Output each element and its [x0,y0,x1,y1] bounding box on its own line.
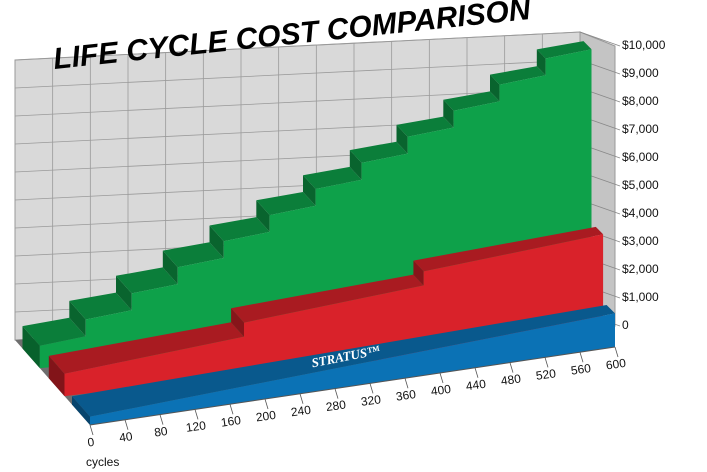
ribbon-top [231,274,424,323]
x-tick-label: 0 [87,435,96,450]
ribbon-riser [490,74,500,102]
x-axis [89,346,616,426]
y-tick-label: $5,000 [622,178,659,192]
x-tick [124,419,129,430]
ribbon-riser [162,250,178,285]
x-tick [334,388,339,399]
ribbon-riser [536,49,546,76]
y-tick-label: $7,000 [622,122,659,136]
x-tick-label: 280 [325,397,347,414]
x-tick-label: 400 [430,382,452,399]
x-tick [404,378,409,389]
ribbon-top [69,292,132,320]
x-tick-label: 80 [153,424,168,440]
x-tick-label: 120 [185,418,207,435]
ribbon-riser [69,300,86,337]
ribbon-top [490,66,546,85]
y-tick-label: $4,000 [622,206,659,220]
x-tick [579,352,584,363]
x-tick [544,357,549,368]
x-tick [299,393,304,404]
ribbon-top [536,41,592,59]
x-tick-label: 360 [395,387,417,404]
ribbon-top [443,91,500,111]
ribbon-end [22,326,40,369]
ribbon-riser [303,175,316,206]
ribbon-top [209,217,270,242]
ribbon-riser [396,124,408,154]
ribbon-riser [256,200,270,232]
y-tick-label: $10,000 [622,38,666,52]
x-tick [509,362,514,373]
x-tick-label: 200 [255,408,277,425]
x-tick-label: 600 [605,356,627,373]
y-tick-label: $6,000 [622,150,659,164]
x-tick-label: 40 [118,429,133,445]
ribbon-riser [349,150,362,180]
y-tick-label: $1,000 [622,290,659,304]
grid-line [14,31,581,61]
ribbon-riser [443,99,454,128]
x-tick [194,409,199,420]
ribbon-riser [231,308,244,337]
ribbon-top [72,305,615,417]
y-tick-label: $9,000 [622,66,659,80]
y-tick [579,31,621,47]
ribbon-top [162,242,224,268]
x-tick [264,398,269,410]
ribbon-top [256,192,316,216]
x-tick [229,404,234,415]
y-tick-label: $8,000 [622,94,659,108]
x-tick-label: 440 [465,377,487,394]
ribbon-top [48,322,244,374]
ribbon-front [64,234,604,397]
x-tick-label: 560 [570,361,592,378]
y-tick-label: 0 [622,318,629,332]
x-tick [159,414,164,425]
x-tick-label: 520 [535,366,557,383]
ribbon-top [303,166,362,189]
x-tick [369,383,374,394]
ribbon-riser [116,275,132,311]
x-tick-label: 320 [360,392,382,409]
ribbon-riser [413,260,424,286]
x-tick [614,346,619,358]
y-tick-label: $2,000 [622,262,659,276]
ribbon-top [396,116,454,137]
ribbon-end [48,355,65,397]
y-tick-label: $3,000 [622,234,659,248]
ribbon-top [413,226,604,272]
ribbon-top [22,317,86,346]
grid-line [14,59,581,89]
x-tick-label: 240 [290,403,312,420]
x-tick [89,424,94,436]
x-tick [474,367,479,378]
ribbon-top [349,141,408,163]
series [48,226,604,397]
x-axis-label: cycles [86,455,119,469]
ribbon-front [90,313,615,425]
ribbon-top [116,267,178,294]
ribbon-end [72,396,90,425]
plot: 0 $1,000 $2,000 $3,000 $4,000 $5,000 $6,000 $7,… [14,31,666,450]
x-tick-label: 160 [220,413,242,430]
ribbon-riser [209,225,224,258]
x-tick-label: 480 [500,371,522,388]
x-tick [439,372,444,384]
